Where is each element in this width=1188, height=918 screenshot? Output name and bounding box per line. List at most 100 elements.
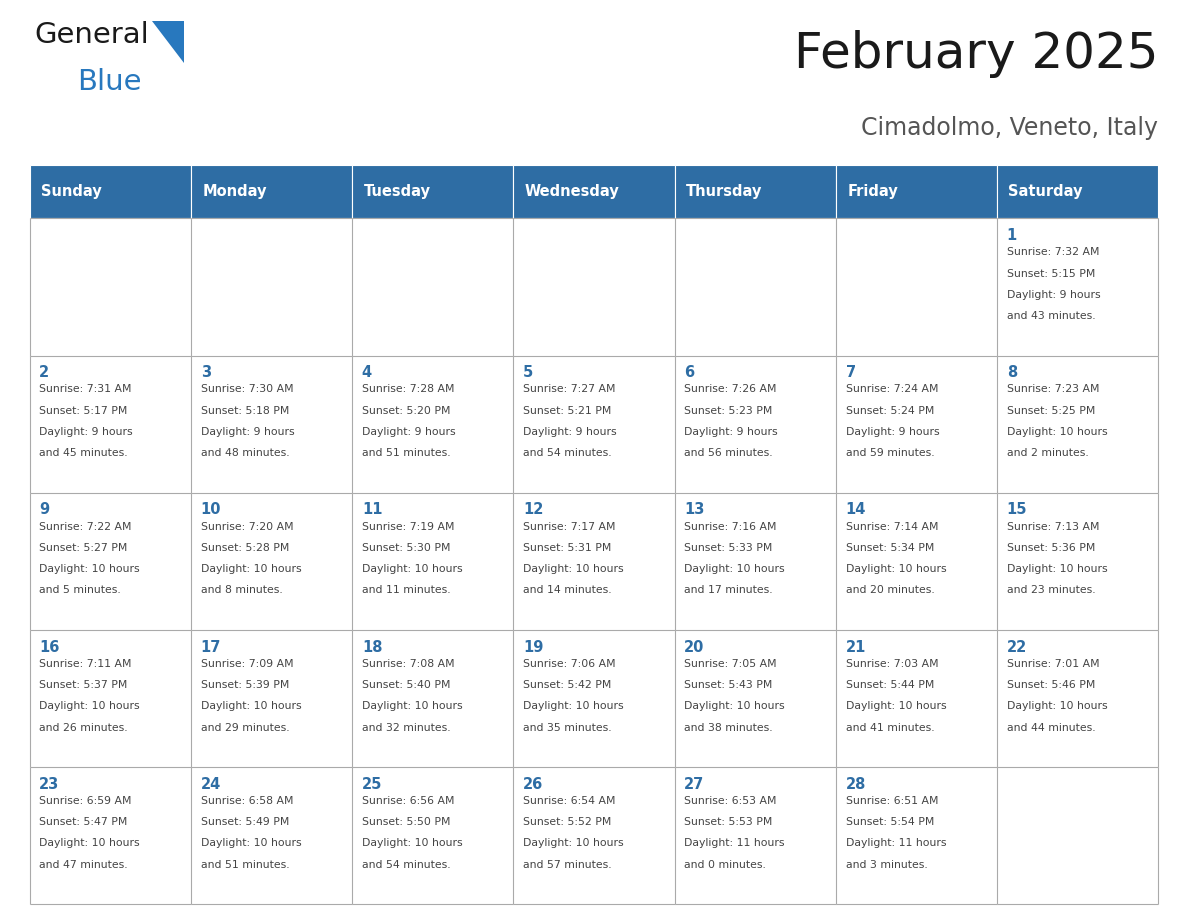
Text: 10: 10: [201, 502, 221, 518]
Text: Sunrise: 7:16 AM: Sunrise: 7:16 AM: [684, 521, 777, 532]
Text: Daylight: 10 hours: Daylight: 10 hours: [684, 564, 785, 574]
Text: 12: 12: [523, 502, 543, 518]
Text: 21: 21: [846, 640, 866, 655]
Text: 9: 9: [39, 502, 50, 518]
Text: and 14 minutes.: and 14 minutes.: [523, 586, 612, 596]
Text: and 3 minutes.: and 3 minutes.: [846, 859, 928, 869]
Text: Sunrise: 6:51 AM: Sunrise: 6:51 AM: [846, 796, 939, 806]
Text: Sunset: 5:42 PM: Sunset: 5:42 PM: [523, 680, 612, 690]
Text: Sunrise: 7:20 AM: Sunrise: 7:20 AM: [201, 521, 293, 532]
Text: Sunset: 5:36 PM: Sunset: 5:36 PM: [1006, 543, 1095, 553]
Text: Daylight: 10 hours: Daylight: 10 hours: [362, 701, 462, 711]
Text: Daylight: 9 hours: Daylight: 9 hours: [201, 427, 295, 437]
Text: Sunset: 5:24 PM: Sunset: 5:24 PM: [846, 406, 934, 416]
Text: 11: 11: [362, 502, 383, 518]
Text: Sunrise: 7:13 AM: Sunrise: 7:13 AM: [1006, 521, 1099, 532]
Text: Sunset: 5:37 PM: Sunset: 5:37 PM: [39, 680, 128, 690]
Text: Cimadolmo, Veneto, Italy: Cimadolmo, Veneto, Italy: [861, 116, 1158, 140]
Text: 7: 7: [846, 365, 855, 380]
Text: Daylight: 10 hours: Daylight: 10 hours: [39, 564, 140, 574]
Text: Sunday: Sunday: [40, 185, 102, 199]
Text: Sunset: 5:17 PM: Sunset: 5:17 PM: [39, 406, 128, 416]
Text: and 2 minutes.: and 2 minutes.: [1006, 448, 1088, 458]
Text: 19: 19: [523, 640, 543, 655]
Text: Sunrise: 7:01 AM: Sunrise: 7:01 AM: [1006, 659, 1099, 668]
Text: Friday: Friday: [847, 185, 898, 199]
Text: Sunset: 5:46 PM: Sunset: 5:46 PM: [1006, 680, 1095, 690]
Text: and 38 minutes.: and 38 minutes.: [684, 722, 773, 733]
Text: 16: 16: [39, 640, 59, 655]
Text: General: General: [34, 21, 148, 50]
Text: Sunrise: 6:53 AM: Sunrise: 6:53 AM: [684, 796, 777, 806]
Text: Sunrise: 7:19 AM: Sunrise: 7:19 AM: [362, 521, 454, 532]
Text: Thursday: Thursday: [685, 185, 763, 199]
Text: 26: 26: [523, 777, 543, 791]
Bar: [191, 165, 352, 218]
Text: Daylight: 9 hours: Daylight: 9 hours: [523, 427, 617, 437]
Text: Daylight: 9 hours: Daylight: 9 hours: [362, 427, 455, 437]
Text: 4: 4: [362, 365, 372, 380]
Text: Daylight: 10 hours: Daylight: 10 hours: [39, 838, 140, 848]
Text: Daylight: 9 hours: Daylight: 9 hours: [684, 427, 778, 437]
Text: Sunset: 5:43 PM: Sunset: 5:43 PM: [684, 680, 772, 690]
Text: 8: 8: [1006, 365, 1017, 380]
Text: and 45 minutes.: and 45 minutes.: [39, 448, 128, 458]
Text: Tuesday: Tuesday: [364, 185, 430, 199]
Text: and 57 minutes.: and 57 minutes.: [523, 859, 612, 869]
Text: and 51 minutes.: and 51 minutes.: [362, 448, 450, 458]
Text: Daylight: 10 hours: Daylight: 10 hours: [39, 701, 140, 711]
Text: and 29 minutes.: and 29 minutes.: [201, 722, 289, 733]
Text: and 20 minutes.: and 20 minutes.: [846, 586, 934, 596]
Text: Blue: Blue: [77, 68, 141, 96]
Text: Sunrise: 6:58 AM: Sunrise: 6:58 AM: [201, 796, 293, 806]
Text: Sunrise: 7:27 AM: Sunrise: 7:27 AM: [523, 385, 615, 395]
Text: Sunrise: 7:30 AM: Sunrise: 7:30 AM: [201, 385, 293, 395]
Text: Daylight: 10 hours: Daylight: 10 hours: [362, 564, 462, 574]
Text: Sunset: 5:18 PM: Sunset: 5:18 PM: [201, 406, 289, 416]
Text: Sunrise: 7:22 AM: Sunrise: 7:22 AM: [39, 521, 132, 532]
Text: 17: 17: [201, 640, 221, 655]
Text: Sunset: 5:20 PM: Sunset: 5:20 PM: [362, 406, 450, 416]
Text: 23: 23: [39, 777, 59, 791]
Text: Sunrise: 7:09 AM: Sunrise: 7:09 AM: [201, 659, 293, 668]
Text: and 59 minutes.: and 59 minutes.: [846, 448, 934, 458]
Text: Sunset: 5:50 PM: Sunset: 5:50 PM: [362, 817, 450, 827]
Text: Sunrise: 7:28 AM: Sunrise: 7:28 AM: [362, 385, 454, 395]
Text: and 54 minutes.: and 54 minutes.: [523, 448, 612, 458]
Text: Daylight: 9 hours: Daylight: 9 hours: [846, 427, 940, 437]
Text: and 35 minutes.: and 35 minutes.: [523, 722, 612, 733]
Bar: [30, 165, 191, 218]
Text: Sunrise: 7:26 AM: Sunrise: 7:26 AM: [684, 385, 777, 395]
Text: 1: 1: [1006, 228, 1017, 243]
Text: and 32 minutes.: and 32 minutes.: [362, 722, 450, 733]
Text: Sunset: 5:31 PM: Sunset: 5:31 PM: [523, 543, 612, 553]
Text: Sunrise: 7:31 AM: Sunrise: 7:31 AM: [39, 385, 132, 395]
Text: Monday: Monday: [202, 185, 267, 199]
Text: Daylight: 10 hours: Daylight: 10 hours: [684, 701, 785, 711]
Text: Sunset: 5:54 PM: Sunset: 5:54 PM: [846, 817, 934, 827]
Text: and 0 minutes.: and 0 minutes.: [684, 859, 766, 869]
Text: 20: 20: [684, 640, 704, 655]
Text: Daylight: 11 hours: Daylight: 11 hours: [846, 838, 946, 848]
Text: and 5 minutes.: and 5 minutes.: [39, 586, 121, 596]
Text: Daylight: 10 hours: Daylight: 10 hours: [1006, 564, 1107, 574]
Bar: [836, 165, 997, 218]
Text: 18: 18: [362, 640, 383, 655]
Text: 27: 27: [684, 777, 704, 791]
Text: 25: 25: [362, 777, 383, 791]
Bar: [513, 165, 675, 218]
Text: and 54 minutes.: and 54 minutes.: [362, 859, 450, 869]
Text: Daylight: 10 hours: Daylight: 10 hours: [362, 838, 462, 848]
Text: Daylight: 10 hours: Daylight: 10 hours: [1006, 427, 1107, 437]
Text: and 17 minutes.: and 17 minutes.: [684, 586, 773, 596]
Text: Sunrise: 7:11 AM: Sunrise: 7:11 AM: [39, 659, 132, 668]
Text: Sunset: 5:47 PM: Sunset: 5:47 PM: [39, 817, 128, 827]
Text: Daylight: 9 hours: Daylight: 9 hours: [39, 427, 133, 437]
Text: and 47 minutes.: and 47 minutes.: [39, 859, 128, 869]
Text: Sunset: 5:44 PM: Sunset: 5:44 PM: [846, 680, 934, 690]
Text: 3: 3: [201, 365, 210, 380]
Bar: [352, 165, 513, 218]
Text: 24: 24: [201, 777, 221, 791]
Text: and 48 minutes.: and 48 minutes.: [201, 448, 289, 458]
Text: Sunrise: 7:06 AM: Sunrise: 7:06 AM: [523, 659, 615, 668]
